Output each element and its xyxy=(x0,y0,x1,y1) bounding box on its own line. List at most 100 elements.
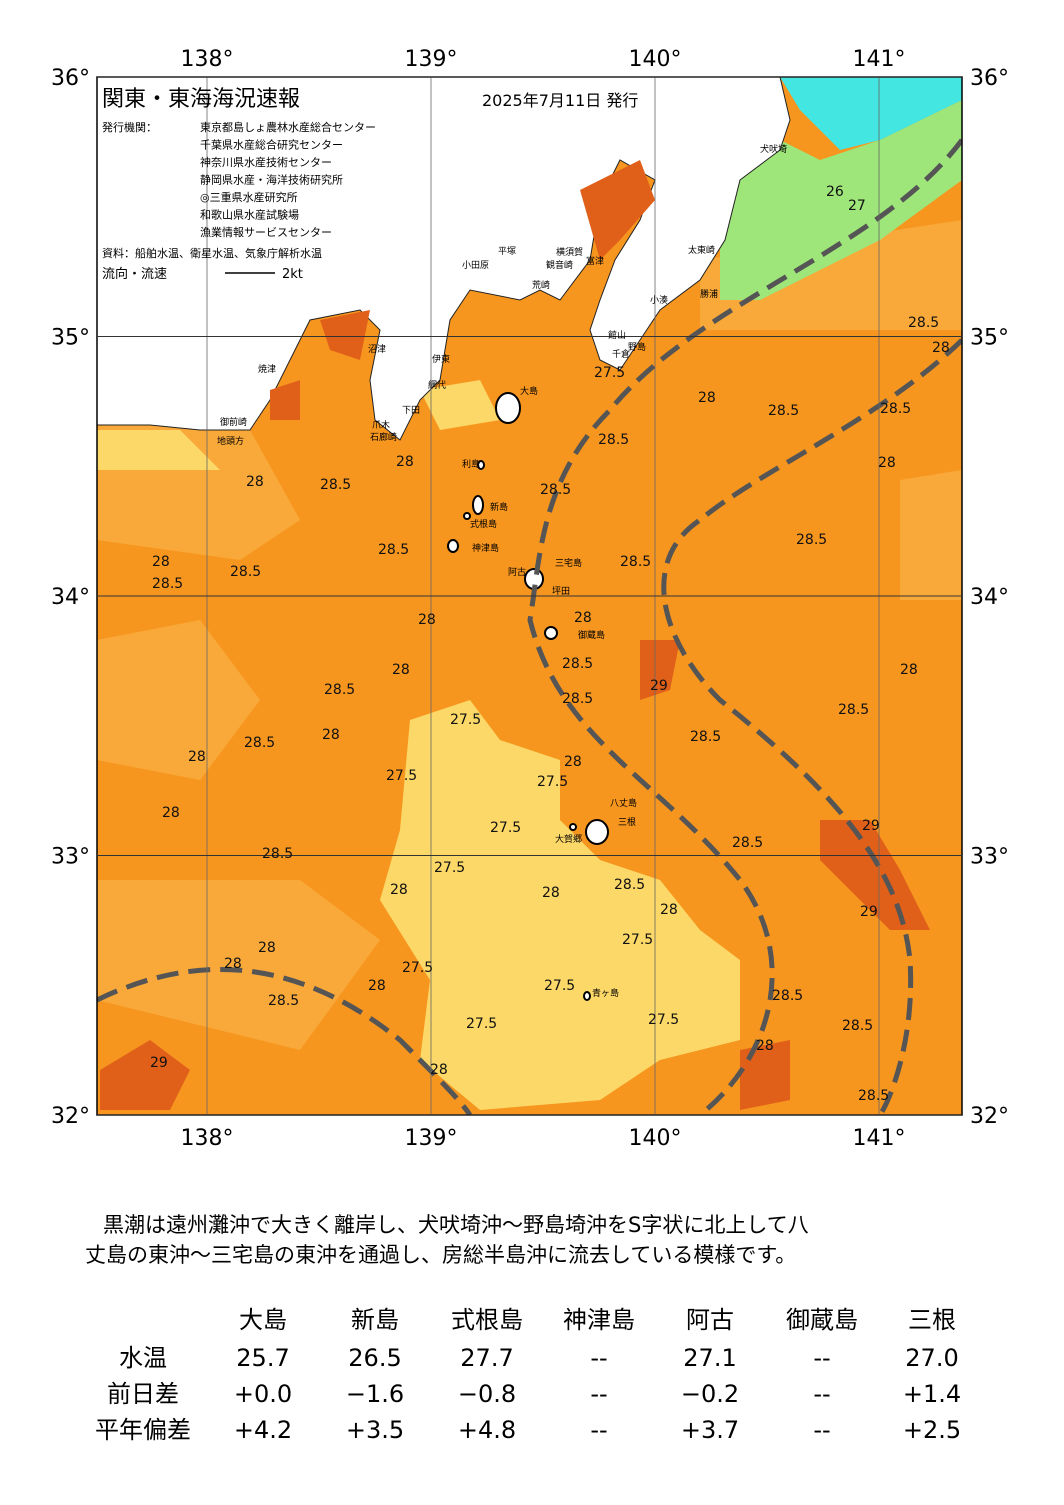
place-name: 太東崎 xyxy=(688,244,715,256)
contour-label: 27.5 xyxy=(622,932,653,948)
contour-label: 28 xyxy=(162,805,180,821)
table-cell: +1.4 xyxy=(903,1380,961,1408)
contour-label: 28.5 xyxy=(152,576,183,592)
contour-label: 29 xyxy=(860,904,878,920)
contour-label: 28 xyxy=(878,455,896,471)
place-name: 阿古 xyxy=(508,566,526,578)
place-name: 坪田 xyxy=(552,586,570,597)
table-cell: -- xyxy=(590,1416,607,1444)
table-cell: +3.7 xyxy=(681,1416,739,1444)
contour-label: 28 xyxy=(698,390,716,406)
table-cell: 27.1 xyxy=(683,1344,736,1372)
place-name: 爪木 xyxy=(372,419,390,431)
contour-label: 27.5 xyxy=(537,774,568,790)
place-name: 横須賀 xyxy=(556,246,583,258)
row-label: 水温 xyxy=(119,1344,167,1372)
place-name: 犬吠埼 xyxy=(760,143,787,155)
contour-label: 28 xyxy=(932,340,950,356)
issuer: 神奈川県水産技術センター xyxy=(200,155,332,169)
issuer: 和歌山県水産試験場 xyxy=(200,208,299,222)
contour-label: 28.5 xyxy=(244,735,275,751)
place-name: 式根島 xyxy=(470,518,497,530)
contour-label: 28 xyxy=(418,612,436,628)
row-label: 平年偏差 xyxy=(95,1416,191,1444)
contour-label: 28.5 xyxy=(772,988,803,1004)
table-cell: +0.0 xyxy=(234,1380,292,1408)
issuer-label: 発行機関： xyxy=(102,120,157,134)
cold-water xyxy=(780,77,962,150)
place-name: 焼津 xyxy=(258,364,276,375)
contour-label: 28 xyxy=(152,554,170,570)
contour-label: 28 xyxy=(390,882,408,898)
data-source: 資料：船舶水温、衛星水温、気象庁解析水温 xyxy=(102,246,322,260)
contour-label: 28.5 xyxy=(598,432,629,448)
table-cell: -- xyxy=(590,1344,607,1372)
table-header: 阿古 xyxy=(686,1306,734,1334)
contour-label: 28.5 xyxy=(540,482,571,498)
summary-text: 丈島の東沖～三宅島の東沖を通過し、房総半島沖に流去している模様です。 xyxy=(85,1243,796,1267)
contour-label: 28 xyxy=(392,662,410,678)
place-name: 八丈島 xyxy=(610,797,637,809)
issuer: 東京都島しょ農林水産総合センター xyxy=(200,120,376,134)
contour-label: 28 xyxy=(368,978,386,994)
contour-label: 27.5 xyxy=(544,978,575,994)
lon-tick-label: 140° xyxy=(629,47,682,72)
contour-label: 27.5 xyxy=(386,768,417,784)
contour-label: 28.5 xyxy=(614,877,645,893)
lat-tick-label: 36° xyxy=(970,66,1009,91)
lat-tick-label: 32° xyxy=(970,1104,1009,1129)
lat-tick-label: 33° xyxy=(51,845,90,870)
lon-tick-label: 141° xyxy=(853,47,906,72)
table-cell: −0.8 xyxy=(458,1380,516,1408)
contour-label: 28.5 xyxy=(880,401,911,417)
issue-date: 2025年7月11日 発行 xyxy=(482,91,638,110)
place-name: 小田原 xyxy=(462,260,489,271)
table-cell: −1.6 xyxy=(346,1380,404,1408)
contour-label: 28 xyxy=(574,610,592,626)
land xyxy=(97,77,791,441)
place-name: 御蔵島 xyxy=(578,629,605,641)
place-name: 館山 xyxy=(608,329,626,341)
contour-label: 28.5 xyxy=(324,682,355,698)
lon-tick-label: 140° xyxy=(629,1126,682,1151)
table-cell: 26.5 xyxy=(348,1344,401,1372)
place-name: 沼津 xyxy=(368,344,386,355)
contour-label: 28 xyxy=(224,956,242,972)
contour-label: 28.5 xyxy=(230,564,261,580)
place-name: 荒崎 xyxy=(532,279,550,291)
contour-label: 28.5 xyxy=(562,656,593,672)
lat-tick-label: 35° xyxy=(970,326,1009,351)
lat-tick-label: 32° xyxy=(51,1104,90,1129)
contour-label: 28 xyxy=(430,1062,448,1078)
table-cell: -- xyxy=(813,1344,830,1372)
contour-label: 28 xyxy=(542,885,560,901)
lon-tick-label: 141° xyxy=(853,1126,906,1151)
place-name: 下田 xyxy=(402,405,420,416)
table-cell: -- xyxy=(590,1380,607,1408)
table-header: 大島 xyxy=(239,1306,287,1334)
contour-label: 27.5 xyxy=(434,860,465,876)
contour-label: 28 xyxy=(322,727,340,743)
contour-label: 29 xyxy=(150,1055,168,1071)
current-scale: 2kt xyxy=(282,267,303,282)
issuer: 静岡県水産・海洋技術研究所 xyxy=(200,173,343,187)
contour-label: 26 xyxy=(826,184,844,200)
map-title: 関東・東海海況速報 xyxy=(102,87,300,112)
contour-label: 29 xyxy=(862,818,880,834)
cool-area xyxy=(97,380,500,470)
lat-tick-label: 36° xyxy=(51,66,90,91)
row-label: 前日差 xyxy=(107,1380,179,1408)
contour-label: 28.5 xyxy=(690,729,721,745)
contour-label: 27 xyxy=(848,198,866,214)
contour-label: 28.5 xyxy=(562,691,593,707)
contour-label: 28 xyxy=(564,754,582,770)
table-cell: -- xyxy=(813,1416,830,1444)
table-cell: +3.5 xyxy=(346,1416,404,1444)
table-cell: +2.5 xyxy=(903,1416,961,1444)
contour-label: 28 xyxy=(246,474,264,490)
place-name: 観音崎 xyxy=(546,259,573,271)
table-cell: 27.7 xyxy=(460,1344,513,1372)
issuer: ◎三重県水産研究所 xyxy=(200,190,298,204)
contour-label: 28.5 xyxy=(620,554,651,570)
